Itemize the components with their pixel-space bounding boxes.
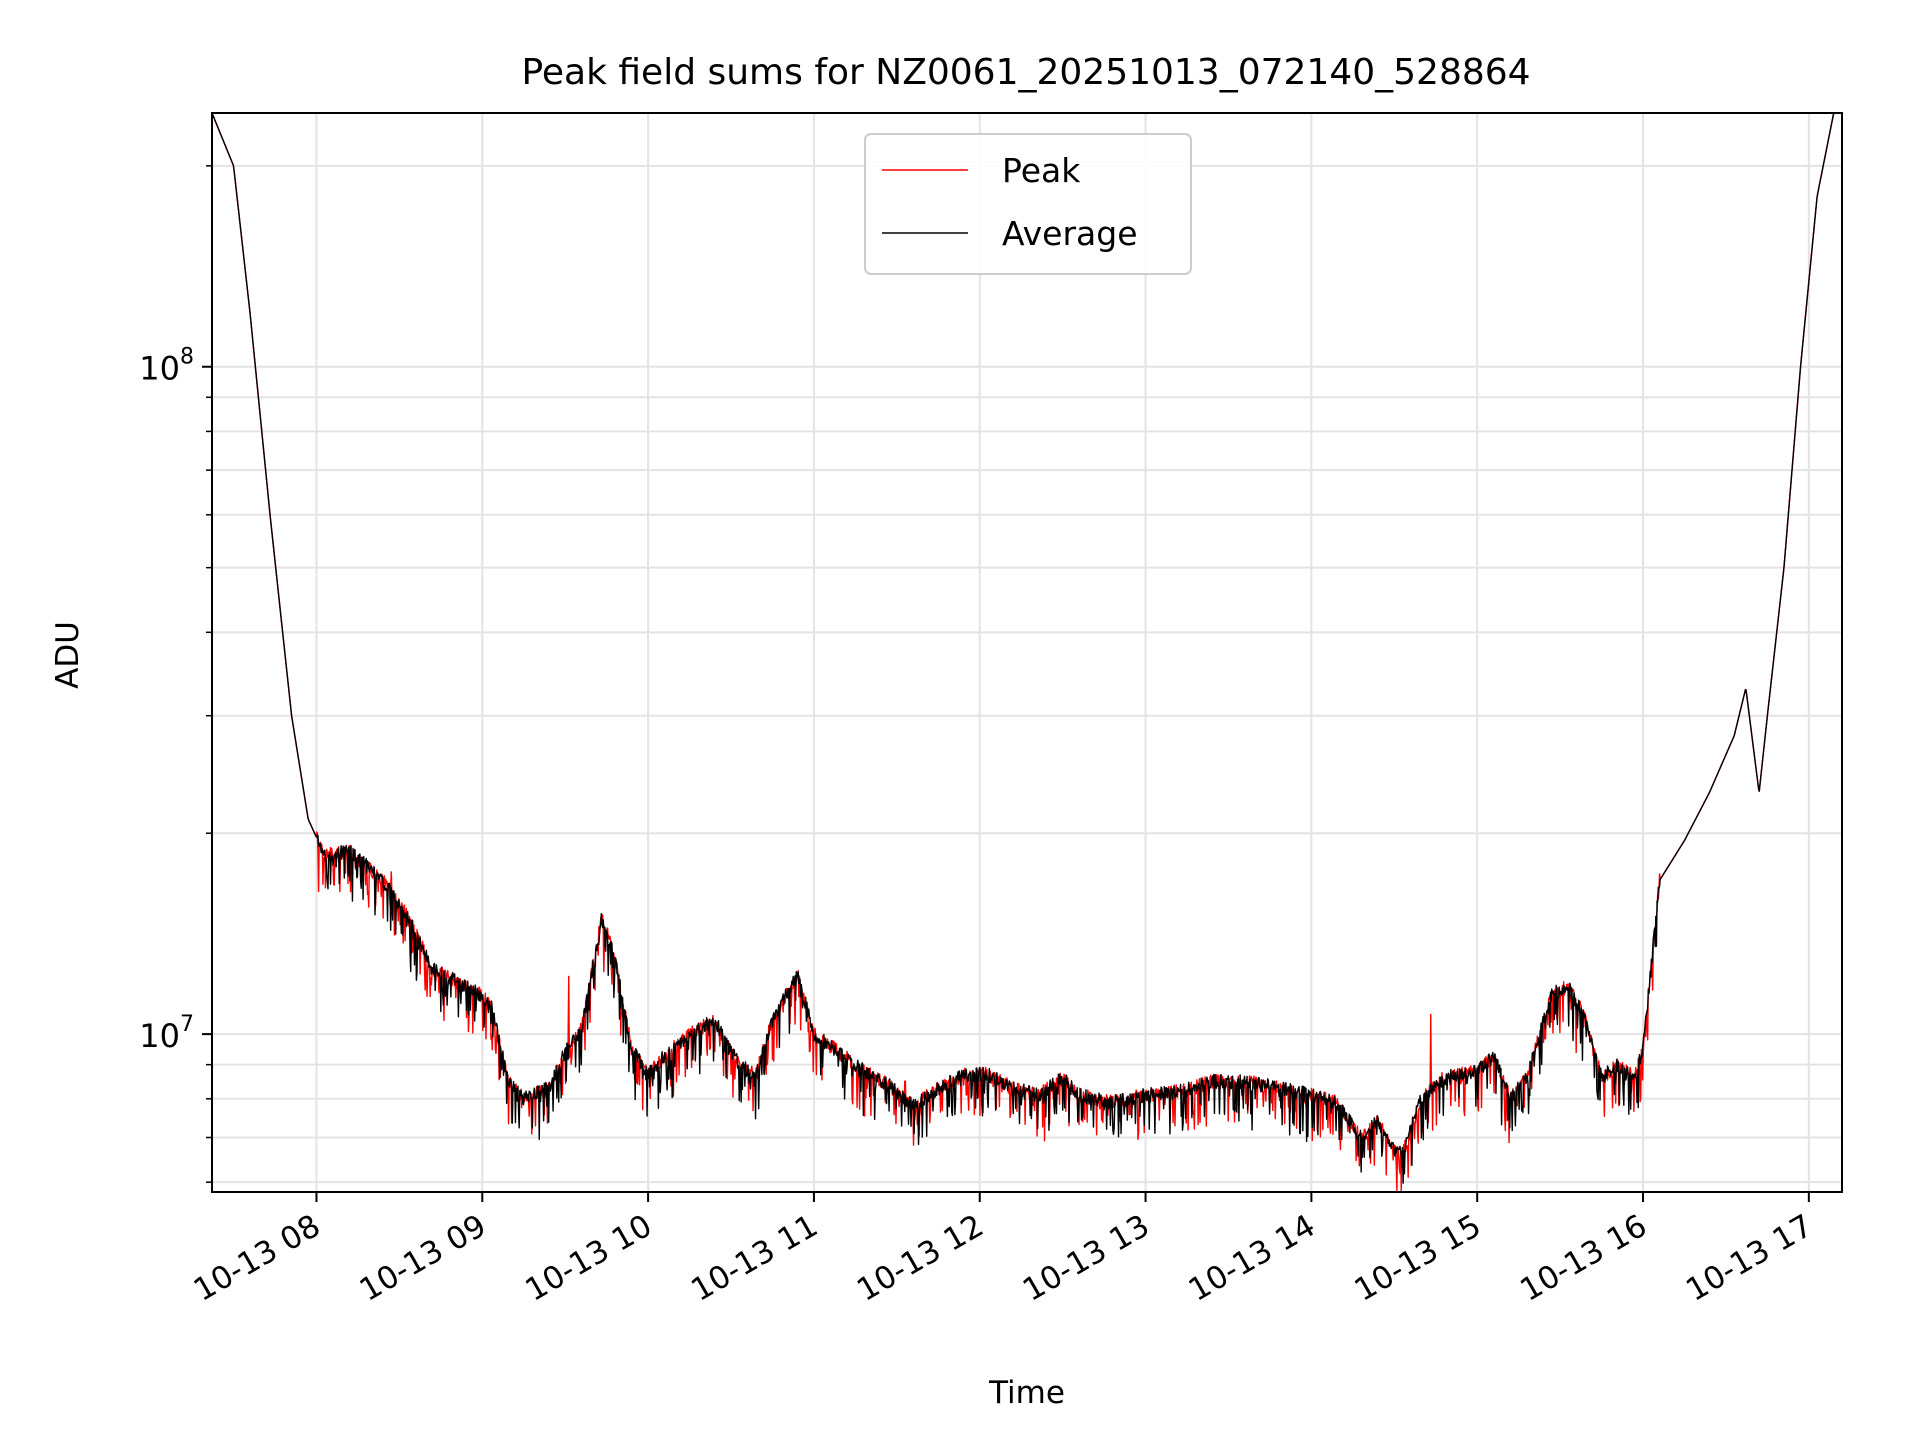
series-layer — [211, 112, 1843, 1192]
legend-label-peak: Peak — [1002, 151, 1081, 190]
x-axis-label: Time — [988, 1375, 1065, 1411]
y-axis: 107 108 — [139, 165, 212, 1183]
grid — [212, 113, 1842, 1192]
plot-area-frame — [211, 112, 1843, 1193]
series-line-average — [211, 112, 1843, 1184]
legend-box — [864, 133, 1192, 275]
legend-label-average: Average — [1002, 214, 1138, 253]
legend: Peak Average — [864, 133, 1192, 275]
y-tick-label: 107 — [139, 1012, 194, 1055]
chart-title: Peak field sums for NZ0061_20251013_0721… — [521, 52, 1530, 93]
y-axis-label: ADU — [50, 621, 86, 689]
y-tick-label: 108 — [139, 345, 194, 388]
